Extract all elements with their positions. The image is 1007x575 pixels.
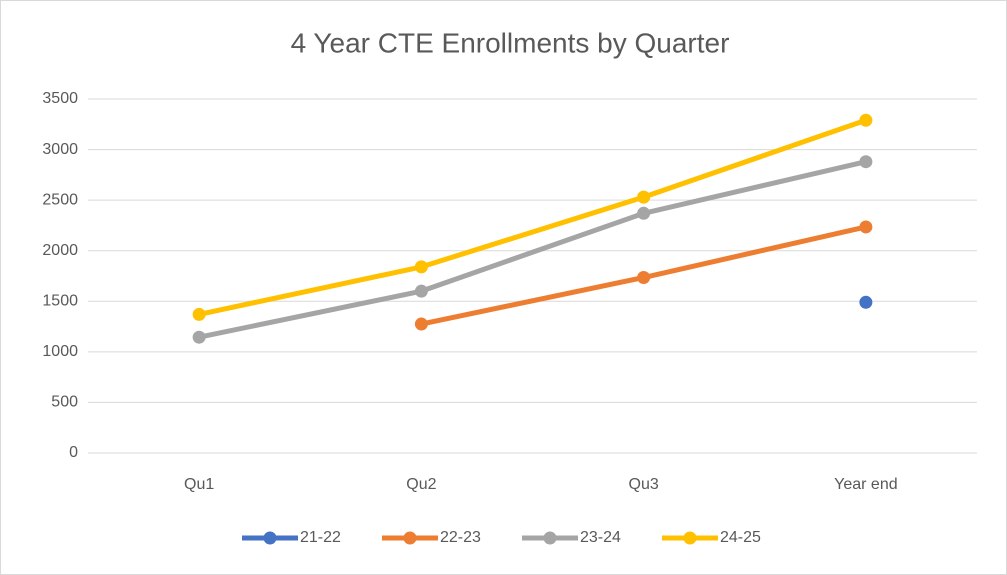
y-tick-label: 2500 [42, 191, 78, 208]
data-point [192, 307, 206, 321]
legend-marker [263, 531, 277, 545]
data-point [859, 113, 873, 127]
x-tick-label: Qu1 [184, 476, 214, 493]
legend-marker [543, 531, 557, 545]
y-tick-label: 0 [69, 444, 78, 461]
legend-marker [683, 531, 697, 545]
data-point [637, 206, 651, 220]
y-tick-label: 3500 [42, 90, 78, 107]
data-point [859, 155, 873, 169]
x-tick-label: Qu3 [629, 476, 659, 493]
y-tick-label: 3000 [42, 141, 78, 158]
series-line [196, 159, 869, 340]
data-point [192, 330, 206, 344]
data-point [414, 260, 428, 274]
data-point [414, 284, 428, 298]
legend-label: 23-24 [580, 529, 621, 546]
data-point [637, 271, 651, 285]
data-point [859, 220, 873, 234]
y-tick-label: 1500 [42, 293, 78, 310]
legend-label: 21-22 [300, 529, 341, 546]
legend-marker [403, 531, 417, 545]
data-point [637, 190, 651, 204]
chart-title: 4 Year CTE Enrollments by Quarter [291, 27, 730, 58]
legend-label: 24-25 [720, 529, 761, 546]
y-tick-label: 500 [51, 394, 78, 411]
data-point [414, 317, 428, 331]
series-line [196, 117, 869, 317]
x-tick-label: Qu2 [406, 476, 436, 493]
x-tick-label: Year end [834, 476, 897, 493]
data-point [859, 295, 873, 309]
y-tick-label: 1000 [42, 343, 78, 360]
y-tick-label: 2000 [42, 242, 78, 259]
legend-label: 22-23 [440, 529, 481, 546]
